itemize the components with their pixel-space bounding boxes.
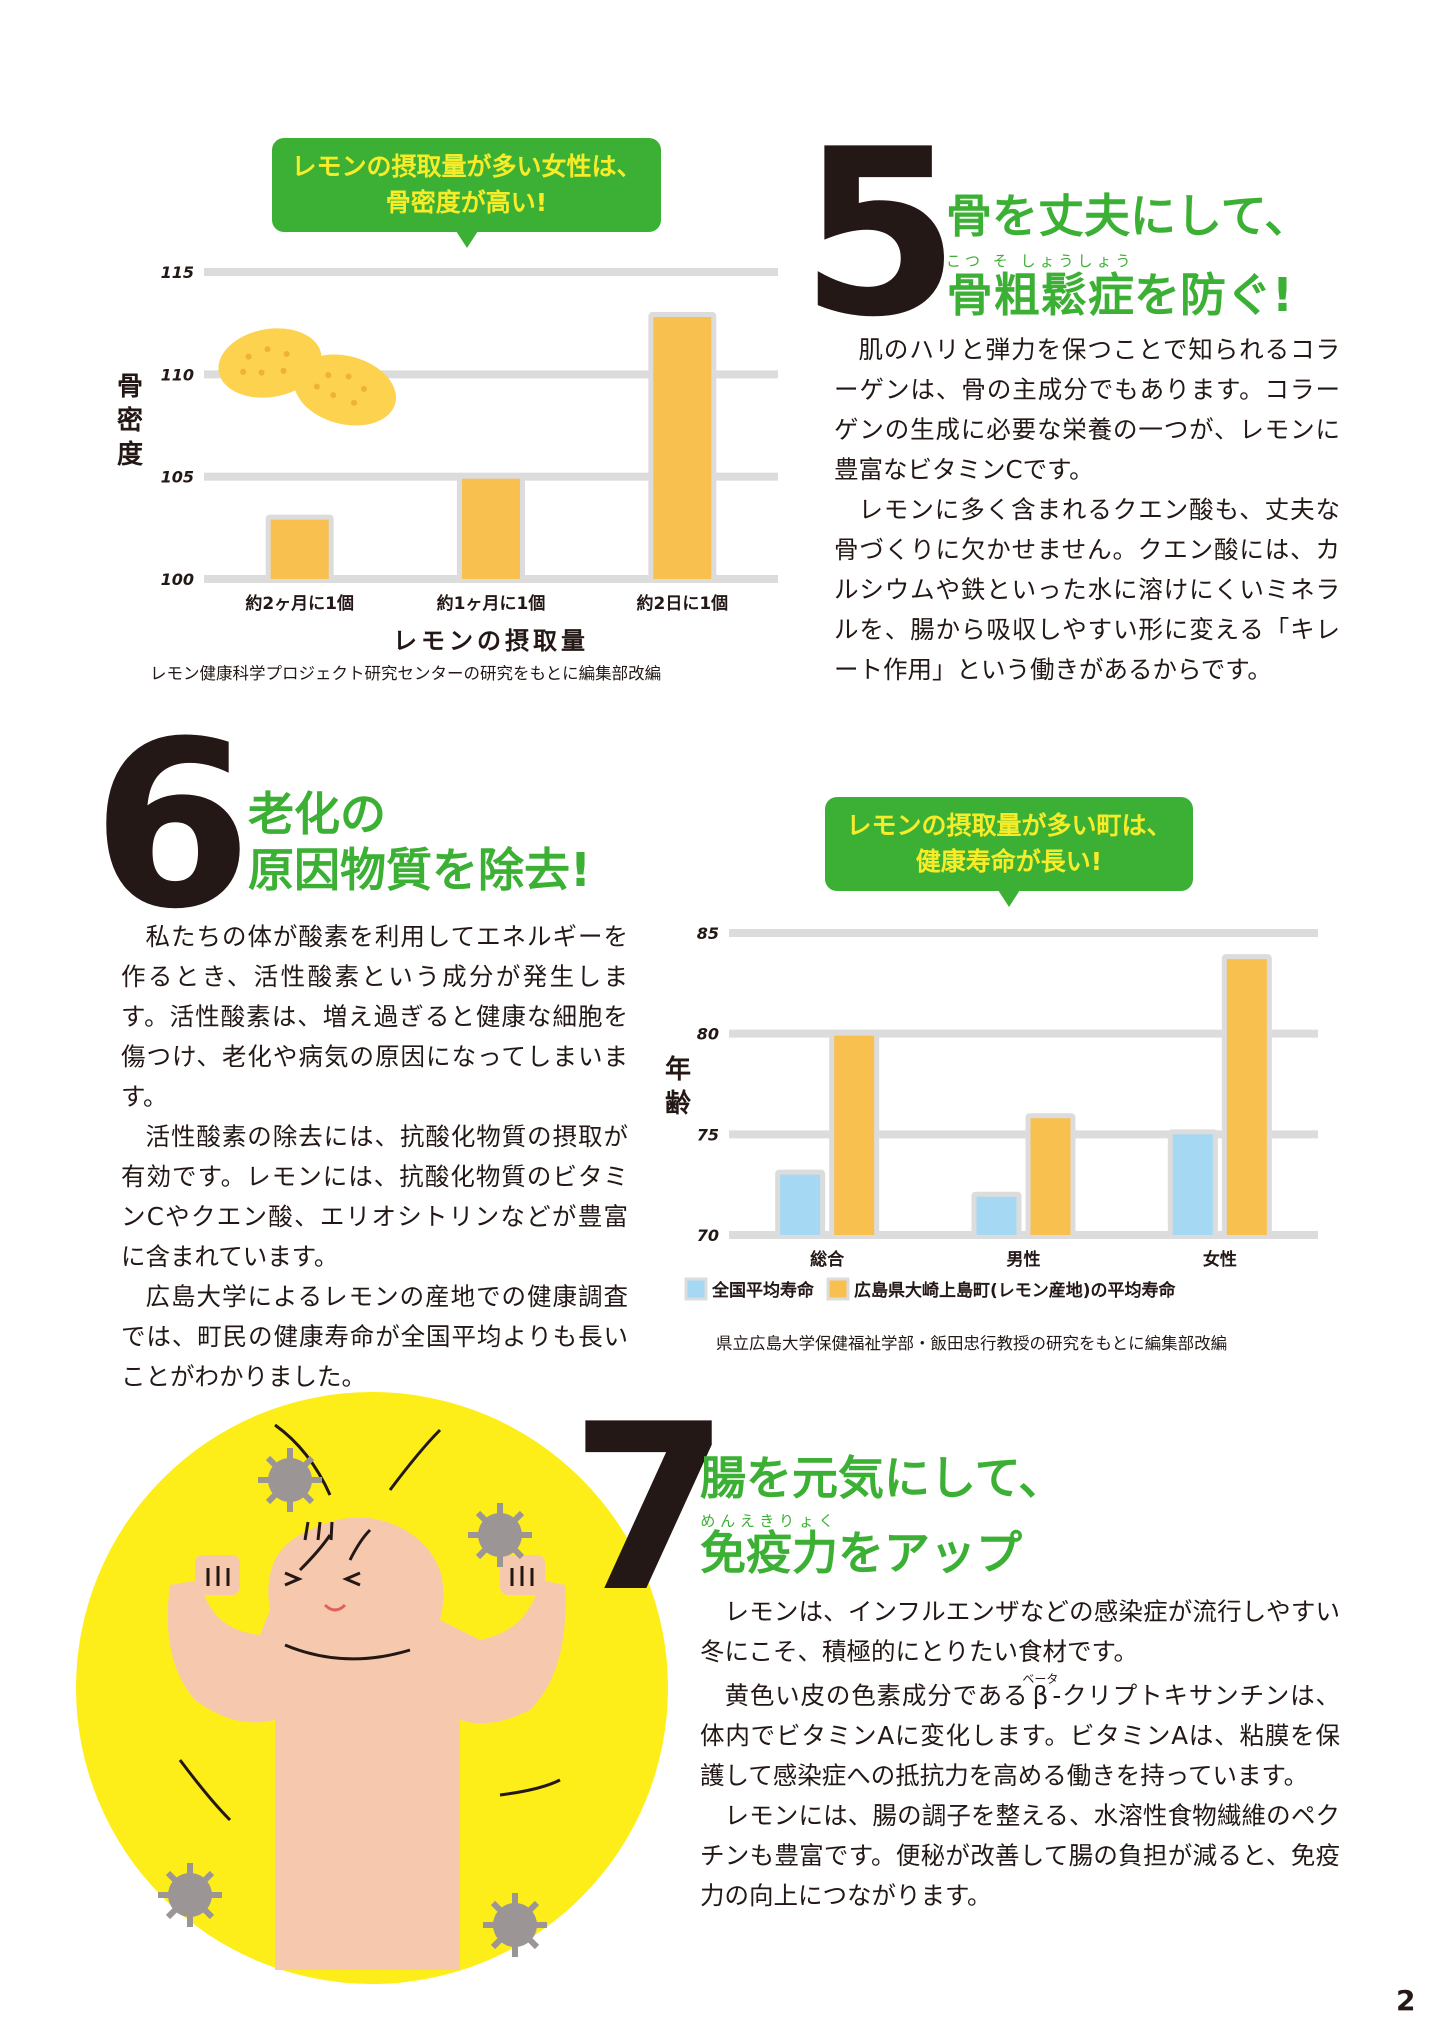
legend-swatch (826, 1277, 850, 1301)
y-axis-label: 年 (665, 1054, 691, 1085)
osteoporosis-ruby: こつ そ しょうしょう (946, 252, 1135, 270)
beta-symbol: β (1022, 1681, 1059, 1710)
bar (1030, 1118, 1071, 1235)
x-tick-label: 約2ヶ月に1個 (245, 593, 354, 614)
immunity-word: 免疫力 (700, 1526, 838, 1580)
legend-label: 広島県大崎上島町(レモン産地)の平均寿命 (854, 1280, 1177, 1301)
y-tick-label: 80 (697, 1025, 719, 1044)
gridline (729, 1231, 1318, 1239)
x-tick-label: 約1ヶ月に1個 (437, 593, 546, 614)
y-tick-label: 85 (697, 924, 719, 943)
section-number-7: 7 (570, 1376, 730, 1643)
osteoporosis-word: 骨粗鬆症 (946, 268, 1135, 322)
bar (1172, 1134, 1213, 1235)
y-tick-label: 110 (161, 365, 194, 384)
paragraph: レモンに多く含まれるクエン酸も、丈夫な骨づくりに欠かせません。クエン酸には、カル… (834, 495, 1340, 684)
y-tick-label: 70 (697, 1226, 719, 1245)
gridline (204, 268, 778, 276)
bar (462, 478, 520, 579)
x-tick-label: 総合 (810, 1249, 845, 1270)
section-number-6: 6 (92, 693, 252, 960)
section6-title-line2: 原因物質を除去! (248, 843, 591, 897)
paragraph: 肌のハリと弾力を保つことで知られるコラーゲンは、骨の主成分でもあります。コラーゲ… (834, 335, 1340, 484)
man-figure (167, 1423, 566, 1970)
section7-title: 腸を元気にして、 免疫力めんえきりょくをアップ (700, 1448, 1064, 1583)
section7-body: レモンは、インフルエンザなどの感染症が流行しやすい冬にこそ、積極的にとりたい食材… (700, 1592, 1340, 1916)
bar (1226, 959, 1267, 1235)
callout-healthy-life: レモンの摂取量が多い町は、 健康寿命が長い! (825, 797, 1193, 907)
section7-title-rest: をアップ (838, 1526, 1022, 1580)
x-tick-label: 男性 (1007, 1249, 1041, 1270)
paragraph: 私たちの体が酸素を利用してエネルギーを作るとき、活性酸素という成分が発生します。… (121, 922, 628, 1111)
bar (780, 1174, 821, 1235)
callout-line-1: レモンの摂取量が多い女性は、 (291, 152, 642, 181)
chart2-source: 県立広島大学保健福祉学部・飯田忠行教授の研究をもとに編集部改編 (716, 1334, 1228, 1353)
callout-line-2: 骨密度が高い! (385, 188, 548, 217)
y-axis-label: 齢 (665, 1088, 692, 1119)
gridline (204, 370, 778, 379)
lemon-icon (294, 354, 396, 426)
section5-title-rest: を防ぐ! (1133, 268, 1293, 322)
section6-body: 私たちの体が酸素を利用してエネルギーを作るとき、活性酸素という成分が発生します。… (121, 917, 628, 1397)
paragraph: 広島大学によるレモンの産地での健康調査では、町民の健康寿命が全国平均よりも長いこ… (121, 1282, 628, 1391)
y-axis-label: 骨 (117, 372, 143, 402)
y-tick-label: 75 (697, 1125, 719, 1144)
paragraph-text: 黄色い皮の色素成分である (724, 1681, 1029, 1710)
callout-line-1: レモンの摂取量が多い町は、 (846, 811, 1172, 840)
gridline (729, 929, 1318, 937)
y-tick-label: 100 (161, 570, 194, 589)
x-tick-label: 約2日に1個 (636, 593, 728, 614)
y-axis-label: 密 (117, 405, 143, 436)
section-number-5: 5 (800, 101, 960, 368)
legend-label: 全国平均寿命 (711, 1280, 815, 1301)
x-tick-label: 女性 (1203, 1249, 1237, 1270)
bar (270, 519, 329, 579)
section7-title-line2: 免疫力めんえきりょくをアップ (700, 1512, 1064, 1583)
gridline (729, 1029, 1318, 1038)
bar (976, 1196, 1017, 1235)
gridline (729, 1130, 1318, 1139)
paragraph: 活性酸素の除去には、抗酸化物質の摂取が有効です。レモンには、抗酸化物質のビタミン… (121, 1122, 628, 1271)
section6-title-line1: 老化の (248, 787, 386, 841)
paragraph: レモンには、腸の調子を整える、水溶性食物繊維のペクチンも豊富です。便秘が改善して… (700, 1801, 1340, 1910)
x-axis-label: レモンの摂取量 (393, 627, 589, 655)
y-axis-label: 度 (117, 439, 143, 470)
y-tick-label: 115 (161, 263, 194, 282)
section5-title-line1: 骨を丈夫にして、 (946, 189, 1311, 243)
section7-title-line1: 腸を元気にして、 (700, 1451, 1065, 1505)
immunity-ruby: めんえきりょく (700, 1512, 838, 1530)
y-tick-label: 105 (161, 468, 194, 487)
beta-ruby: ベータ (1022, 1672, 1059, 1686)
strong-man-illustration (76, 1392, 668, 1984)
callout-bone-density: レモンの摂取量が多い女性は、 骨密度が高い! (272, 138, 661, 248)
section6-title: 老化の 原因物質を除去! (248, 786, 591, 898)
callout-line-2: 健康寿命が長い! (915, 847, 1103, 876)
paragraph-text: -クリプトキサンチンは、体内でビタミンAに変化します。ビタミンAは、粘膜を保護し… (700, 1681, 1340, 1790)
page-number: 2 (1396, 1984, 1416, 2017)
paragraph: 黄色い皮の色素成分であるβベータ-クリプトキサンチンは、体内でビタミンAに変化し… (700, 1672, 1340, 1796)
bar (834, 1035, 875, 1235)
paragraph: レモンは、インフルエンザなどの感染症が流行しやすい冬にこそ、積極的にとりたい食材… (700, 1597, 1340, 1666)
section5-title: 骨を丈夫にして、 骨粗鬆症こつ そ しょうしょうを防ぐ! (946, 186, 1310, 325)
legend-swatch (684, 1277, 708, 1301)
section5-body: 肌のハリと弾力を保つことで知られるコラーゲンは、骨の主成分でもあります。コラーゲ… (834, 330, 1340, 690)
bar (653, 317, 712, 579)
section5-title-line2: 骨粗鬆症こつ そ しょうしょうを防ぐ! (946, 252, 1310, 325)
chart1-source: レモン健康科学プロジェクト研究センターの研究をもとに編集部改編 (150, 664, 662, 683)
